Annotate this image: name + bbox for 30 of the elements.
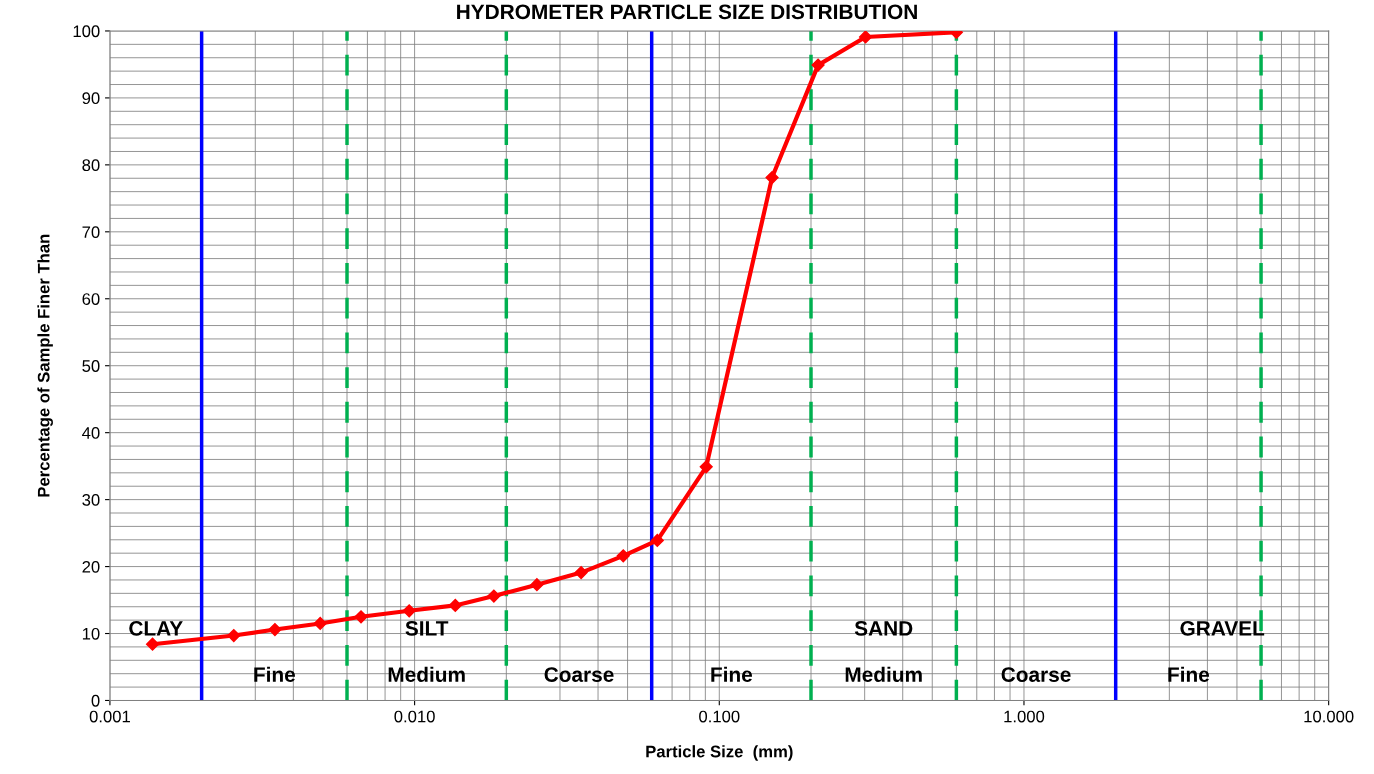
y-tick-label: 0 [91,694,100,707]
annotation: Medium [845,666,922,682]
y-tick-label: 70 [82,226,100,239]
annotation: CLAY [129,621,183,636]
y-tick-label: 80 [82,159,100,172]
y-tick-label: 50 [82,360,100,372]
y-tick-label: 40 [82,427,100,439]
annotation: SAND [854,621,913,636]
x-axis-title: Particle Size (mm) [646,745,793,761]
annotation: Fine [711,666,753,682]
annotation: Fine [1168,666,1210,682]
annotation: Medium [388,666,465,682]
y-tick-label: 100 [73,25,100,38]
annotation: Coarse [544,667,614,682]
chart-title: HYDROMETER PARTICLE SIZE DISTRIBUTION [457,4,917,20]
x-tick-label: 0.001 [89,710,130,723]
annotation: GRAVEL [1180,621,1265,636]
y-tick-label: 20 [82,560,100,573]
annotation: Coarse [1001,667,1071,682]
y-tick-label: 90 [82,92,100,105]
y-tick-label: 60 [82,293,100,305]
x-tick-label: 10.000 [1304,710,1354,723]
y-axis-title: Percentage of Sample Finer Than [37,234,53,497]
y-tick-label: 30 [82,494,100,506]
x-tick-label: 0.010 [394,710,435,723]
x-tick-label: 0.100 [699,710,740,723]
annotation: Fine [254,666,296,682]
annotation: SILT [405,621,449,636]
x-tick-label: 1.000 [1004,710,1045,723]
y-tick-label: 10 [82,627,100,640]
